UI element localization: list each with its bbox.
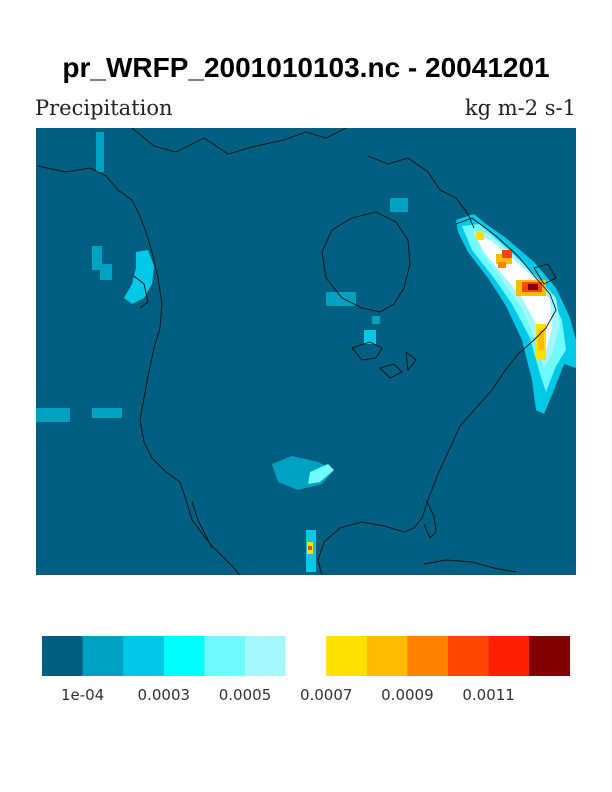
colorbar-box (82, 636, 124, 676)
colorbar-box (245, 636, 287, 676)
variable-label: Precipitation (35, 96, 173, 120)
precip-west-edge (36, 408, 70, 422)
colorbar-box (326, 636, 368, 676)
precip-max-4 (498, 262, 506, 268)
colorbar-box (529, 636, 570, 676)
precip-max-1 (476, 232, 484, 240)
colorbar-box (163, 636, 205, 676)
precip-southwest-inner (308, 464, 334, 484)
coastline-gulf (317, 521, 405, 575)
colorbar-tick-label: 0.0003 (137, 686, 191, 704)
precip-northwest (124, 250, 154, 304)
colorbar-box (448, 636, 490, 676)
coastline-atlantic (403, 217, 557, 533)
units-label: kg m-2 s-1 (464, 96, 576, 120)
precip-west-edge-2 (92, 408, 122, 418)
precip-lakes (364, 330, 376, 344)
coastline-labrador (439, 189, 475, 229)
colorbar-tick-label: 0.0009 (381, 686, 434, 704)
coastline-pacific (37, 165, 241, 575)
precip-max-7 (528, 284, 538, 290)
precip-max-3 (502, 250, 512, 258)
coastline-caribbean (423, 559, 517, 573)
colorbar-box (488, 636, 530, 676)
coastline-baja (191, 501, 213, 549)
coastline-baffin (367, 155, 441, 191)
precip-hudson-north (390, 198, 408, 212)
colorbar-box (42, 636, 84, 676)
precipitation-fields (36, 132, 576, 572)
precip-central-canada (326, 292, 356, 306)
colorbar-tick-label: 0.0007 (299, 686, 353, 704)
coastline-newfoundland (533, 263, 557, 285)
coastline-vancouver (133, 275, 149, 309)
colorbar-tick-label: 0.0005 (218, 686, 272, 704)
coastline-great-lakes (351, 341, 417, 379)
map-background (36, 128, 576, 575)
coastline-hudson (321, 211, 411, 313)
precip-max-2 (496, 254, 512, 264)
coastline-arctic (131, 128, 347, 155)
precipitation-map (36, 128, 576, 575)
precip-central-canada-2 (372, 316, 380, 324)
colorbar-box (123, 636, 165, 676)
precip-mexico-core-2 (308, 546, 312, 550)
precip-northwest-3 (100, 264, 112, 280)
colorbar-box (366, 636, 408, 676)
precip-northwest-2 (92, 246, 102, 270)
coastline-florida (423, 499, 437, 539)
coastlines (37, 128, 557, 575)
colorbar-box (285, 636, 327, 676)
colorbar-box (407, 636, 449, 676)
precip-northwest-4 (96, 132, 104, 172)
precip-max-9 (538, 330, 544, 350)
colorbar (42, 636, 570, 676)
colorbar-box (204, 636, 246, 676)
figure-title: pr_WRFP_2001010103.nc - 20041201 (62, 52, 550, 83)
precip-band-northeast-white (476, 236, 552, 350)
colorbar-tick-label: 0.0011 (462, 686, 515, 704)
colorbar-tick-label: 1e-04 (60, 686, 105, 704)
